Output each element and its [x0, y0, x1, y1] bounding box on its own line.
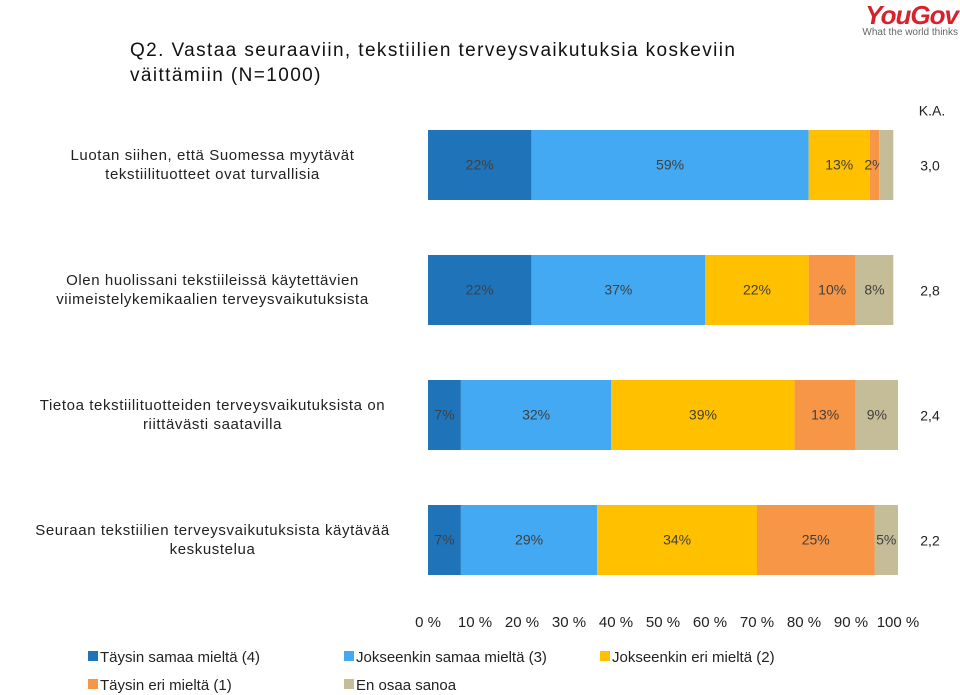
x-tick-label: 80 %: [787, 614, 821, 631]
x-tick-label: 100 %: [877, 614, 920, 631]
value-label: 22%: [466, 282, 494, 298]
x-tick-label: 50 %: [646, 614, 680, 631]
value-label: 13%: [811, 407, 839, 423]
bar-segment: [428, 505, 461, 575]
bar-segment: [808, 130, 870, 200]
value-label: 8%: [864, 282, 884, 298]
value-label: 9%: [867, 407, 887, 423]
chart-title: Q2. Vastaa seuraaviin, tekstiilien terve…: [130, 40, 737, 86]
mean-label: 2,2: [920, 533, 940, 549]
mean-label: 2,8: [920, 283, 940, 299]
bar-segment: [531, 130, 809, 200]
bar-segment: [428, 380, 461, 450]
bar-segment: [855, 380, 898, 450]
category-label: Tietoa tekstiilituotteiden terveysvaikut…: [39, 397, 386, 433]
logo: YouGov What the world thinks: [862, 0, 959, 38]
value-label: 10%: [818, 282, 846, 298]
x-tick-label: 70 %: [740, 614, 774, 631]
value-label: 59%: [656, 157, 684, 173]
x-tick-label: 10 %: [458, 614, 492, 631]
bar-segment: [531, 255, 706, 325]
value-label: 5%: [876, 532, 896, 548]
bar-segment: [460, 505, 598, 575]
bar-segment: [874, 505, 898, 575]
value-label: 37%: [604, 282, 632, 298]
value-label: 39%: [689, 407, 717, 423]
value-label: 7%: [434, 407, 454, 423]
value-label: 13%: [825, 157, 853, 173]
legend-swatch: [344, 651, 354, 661]
value-label: 25%: [802, 532, 830, 548]
bar-segment: [460, 380, 612, 450]
logo-brand: YouGov: [865, 0, 959, 30]
legend-swatch: [88, 651, 98, 661]
bar-segment: [794, 380, 856, 450]
legend-swatch: [88, 679, 98, 689]
category-label: Seuraan tekstiilien terveysvaikutuksista…: [35, 522, 390, 558]
category-label: Olen huolissani tekstiileissä käytettävi…: [56, 272, 369, 308]
x-tick-label: 60 %: [693, 614, 727, 631]
legend-swatch: [344, 679, 354, 689]
bar-segment: [869, 130, 880, 200]
bar-segment: [879, 130, 894, 200]
bar-segment: [597, 505, 757, 575]
x-tick-label: 0 %: [415, 614, 441, 631]
legend-label: Täysin samaa mieltä (4): [100, 649, 260, 666]
value-label: 7%: [434, 532, 454, 548]
mean-label: 2,4: [920, 408, 940, 424]
legend-label: Jokseenkin samaa mieltä (3): [356, 649, 547, 666]
value-label: 22%: [743, 282, 771, 298]
bar-segment: [757, 505, 875, 575]
value-label: 34%: [663, 532, 691, 548]
mean-label: 3,0: [920, 158, 940, 174]
logo-tagline: What the world thinks: [862, 27, 958, 38]
x-tick-label: 90 %: [834, 614, 868, 631]
category-label: Luotan siihen, että Suomessa myytävät te…: [70, 147, 355, 183]
legend-label: En osaa sanoa: [356, 677, 457, 694]
bar-segment: [611, 380, 795, 450]
value-label: 22%: [466, 157, 494, 173]
legend-label: Jokseenkin eri mieltä (2): [612, 649, 775, 666]
means-header: K.A.: [919, 103, 945, 119]
legend-swatch: [600, 651, 610, 661]
bar-segment: [808, 255, 856, 325]
value-label: 29%: [515, 532, 543, 548]
legend-label: Täysin eri mieltä (1): [100, 677, 232, 694]
bar-segment: [428, 130, 532, 200]
bar-segment: [855, 255, 894, 325]
x-tick-label: 40 %: [599, 614, 633, 631]
x-tick-label: 20 %: [505, 614, 539, 631]
bar-segment: [428, 255, 532, 325]
bar-segment: [705, 255, 809, 325]
x-tick-label: 30 %: [552, 614, 586, 631]
value-label: 32%: [522, 407, 550, 423]
